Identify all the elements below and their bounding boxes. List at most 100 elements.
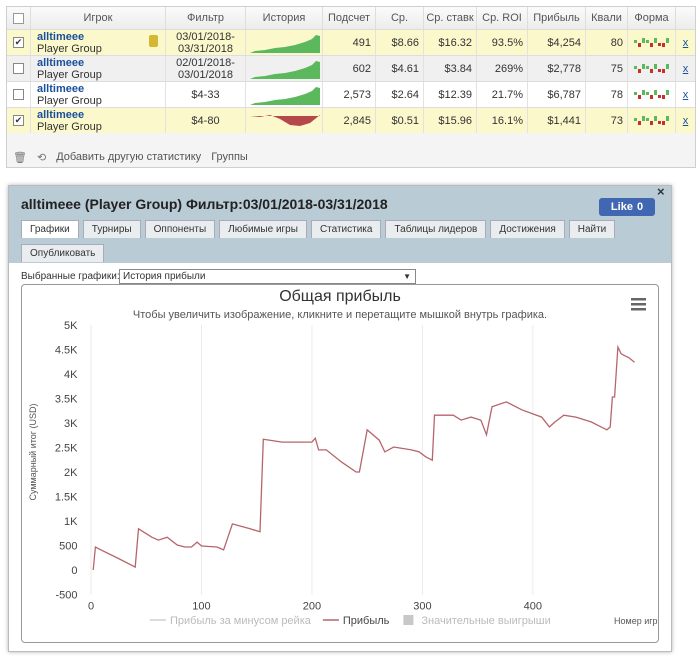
roi-cell: 21.7%: [477, 82, 528, 107]
roi-cell: 269%: [477, 56, 528, 81]
row-checkbox[interactable]: [7, 82, 31, 107]
player-group: Player Group: [37, 120, 102, 133]
add-stat-button[interactable]: Добавить другую статистику: [56, 151, 202, 163]
like-label: Like: [610, 201, 633, 213]
player-cell: alltimeee Player Group: [31, 82, 166, 107]
qual-cell: 73: [586, 108, 628, 133]
y-tick-label: 4K: [64, 369, 78, 381]
sparkline-cell: [246, 30, 323, 55]
avg-profit-cell: $8.66: [376, 30, 424, 55]
column-header[interactable]: Ср. ROI: [477, 7, 528, 29]
tab[interactable]: Статистика: [310, 220, 382, 238]
x-axis-label: Номер игры: [614, 616, 658, 626]
player-group: Player Group: [37, 42, 102, 55]
column-header[interactable]: Подсчет: [323, 7, 376, 29]
legend-item[interactable]: Прибыль за минусом рейка: [150, 615, 312, 627]
column-header[interactable]: Прибыль: [528, 7, 586, 29]
profit-cell: $6,787: [528, 82, 586, 107]
panel-title: alltimeee (Player Group) Фильтр:03/01/20…: [21, 196, 388, 212]
column-header[interactable]: Фильтр: [166, 7, 246, 29]
chart-subtitle: Чтобы увеличить изображение, кликните и …: [133, 309, 547, 321]
menu-icon[interactable]: [631, 298, 646, 311]
legend-item[interactable]: Значительные выигрыши: [403, 615, 551, 627]
x-tick-label: 0: [88, 601, 94, 613]
player-name[interactable]: alltimeee: [37, 108, 85, 121]
y-tick-label: 500: [59, 541, 77, 553]
select-value: История прибыли: [123, 271, 206, 282]
column-header[interactable]: Игрок: [31, 7, 166, 29]
roi-cell: 93.5%: [477, 30, 528, 55]
form-cell: [628, 108, 676, 133]
column-header[interactable]: История прибы: [246, 7, 323, 46]
tab[interactable]: Графики: [21, 220, 79, 238]
player-name[interactable]: alltimeee: [37, 30, 85, 43]
legend-item[interactable]: Прибыль: [322, 615, 390, 627]
avg-profit-cell: $0.51: [376, 108, 424, 133]
sparkline-cell: [246, 56, 323, 81]
filter-cell: $4-33: [166, 82, 246, 107]
panel-header: alltimeee (Player Group) Фильтр:03/01/20…: [9, 184, 671, 263]
y-axis-label: Суммарный итог (USD): [28, 403, 38, 500]
remove-link[interactable]: x: [682, 88, 689, 101]
y-tick-label: 0: [71, 565, 77, 577]
player-group: Player Group: [37, 94, 102, 107]
column-header[interactable]: Ср. ставк: [424, 7, 477, 29]
select-all[interactable]: [7, 7, 31, 29]
tab[interactable]: Достижения: [490, 220, 565, 238]
qual-cell: 75: [586, 56, 628, 81]
table-row: ✔ alltimeee Player Group $4-80 2,845 $0.51 $15…: [7, 107, 695, 133]
tab-bar: Графики Турниры Оппоненты Любимые игры Стати…: [21, 220, 621, 262]
count-cell: 491: [323, 30, 376, 55]
player-name[interactable]: alltimeee: [37, 56, 85, 69]
badge-icon: [149, 35, 158, 47]
column-header[interactable]: Квали: [586, 7, 628, 29]
profit-cell: $4,254: [528, 30, 586, 55]
close-button[interactable]: ×: [657, 184, 665, 199]
like-button[interactable]: Like 0: [599, 198, 655, 216]
sparkline-cell: [246, 108, 323, 133]
tab[interactable]: Турниры: [82, 220, 141, 238]
y-tick-label: 1K: [64, 516, 78, 528]
groups-button[interactable]: Группы: [211, 151, 248, 163]
count-cell: 602: [323, 56, 376, 81]
column-header[interactable]: Форма: [628, 7, 676, 29]
avg-stake-cell: $3.84: [424, 56, 477, 81]
tab[interactable]: Любимые игры: [219, 220, 307, 238]
remove-link[interactable]: x: [682, 114, 689, 127]
chart-title: Общая прибыль: [279, 288, 401, 305]
player-cell: alltimeee Player Group: [31, 56, 166, 81]
chart: Общая прибыль Чтобы увеличить изображени…: [28, 288, 664, 627]
x-tick-label: 400: [524, 601, 542, 613]
row-checkbox[interactable]: ✔: [7, 108, 31, 133]
x-tick-label: 200: [303, 601, 321, 613]
row-checkbox[interactable]: [7, 56, 31, 81]
chart-select[interactable]: История прибыли ▼: [119, 269, 416, 284]
table-row: alltimeee Player Group $4-33 2,573 $2.64 $12.…: [7, 81, 695, 107]
y-tick-label: 3K: [64, 418, 78, 430]
tab[interactable]: Таблицы лидеров: [385, 220, 487, 238]
player-name[interactable]: alltimeee: [37, 82, 85, 95]
tab[interactable]: Оппоненты: [144, 220, 216, 238]
tab[interactable]: Найти: [568, 220, 616, 238]
player-cell: alltimeee Player Group: [31, 108, 166, 133]
legend-label: Прибыль: [343, 615, 390, 627]
avg-stake-cell: $15.96: [424, 108, 477, 133]
x-tick-label: 300: [413, 601, 431, 613]
legend-label: Значительные выигрыши: [421, 615, 550, 627]
form-cell: [628, 56, 676, 81]
y-tick-label: 4.5K: [55, 345, 78, 357]
filter-cell: 02/01/2018-03/01/2018: [166, 56, 246, 81]
row-checkbox[interactable]: ✔: [7, 30, 31, 55]
player-cell: alltimeee Player Group: [31, 30, 166, 55]
table-row: alltimeee Player Group 02/01/2018-03/01/20…: [7, 55, 695, 81]
player-panel: alltimeee (Player Group) Фильтр:03/01/20…: [8, 184, 672, 652]
filter-cell: $4-80: [166, 108, 246, 133]
y-tick-label: 2.5K: [55, 443, 78, 455]
y-tick-label: 2K: [64, 467, 78, 479]
remove-link[interactable]: x: [682, 62, 689, 75]
y-tick-label: -500: [55, 590, 77, 602]
column-header[interactable]: Ср. прибы: [376, 7, 424, 46]
x-tick-label: 100: [192, 601, 210, 613]
tab[interactable]: Опубликовать: [21, 244, 105, 262]
remove-link[interactable]: x: [682, 36, 689, 49]
